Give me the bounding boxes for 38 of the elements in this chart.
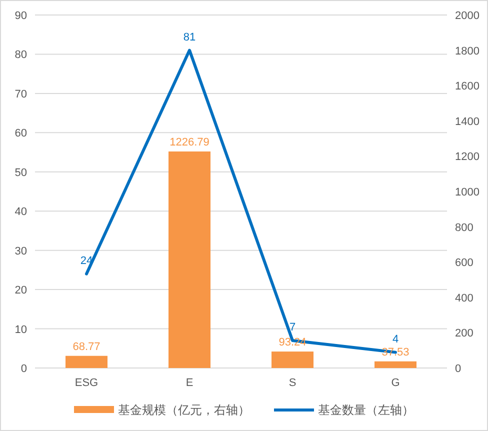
y-tick-label: 80 bbox=[14, 49, 27, 62]
y2-tick-label: 1000 bbox=[455, 186, 480, 198]
y2-tick-label: 200 bbox=[455, 328, 474, 340]
x-tick-label: E bbox=[186, 377, 194, 389]
legend-label: 基金规模（亿元，右轴） bbox=[118, 403, 250, 417]
data-label: 7 bbox=[289, 322, 296, 334]
data-label: 93.24 bbox=[278, 336, 306, 349]
y2-tick-label: 1600 bbox=[455, 80, 480, 93]
y-tick-label: 50 bbox=[14, 166, 27, 179]
data-label: 68.77 bbox=[72, 340, 100, 353]
bar bbox=[168, 151, 210, 368]
bar bbox=[272, 352, 314, 368]
legend-label: 基金数量（左轴） bbox=[318, 403, 414, 417]
data-label: 1226.79 bbox=[170, 136, 210, 148]
y-tick-label: 40 bbox=[14, 206, 27, 218]
bar bbox=[374, 361, 416, 368]
y-tick-label: 60 bbox=[14, 128, 27, 140]
y2-tick-label: 800 bbox=[455, 222, 474, 234]
x-tick-label: G bbox=[391, 377, 400, 389]
data-label: 37.53 bbox=[382, 346, 410, 358]
y-tick-label: 0 bbox=[20, 363, 27, 375]
y-tick-label: 90 bbox=[14, 10, 27, 22]
y2-tick-label: 1800 bbox=[455, 45, 480, 58]
y-tick-label: 10 bbox=[14, 324, 27, 336]
y2-tick-label: 2000 bbox=[455, 10, 480, 22]
y2-tick-label: 1200 bbox=[455, 151, 480, 164]
x-tick-label: S bbox=[288, 377, 296, 389]
y-tick-label: 70 bbox=[14, 88, 27, 100]
y2-tick-label: 1400 bbox=[455, 116, 480, 128]
x-tick-label: ESG bbox=[74, 377, 98, 389]
data-label: 81 bbox=[183, 31, 196, 44]
y2-tick-label: 0 bbox=[455, 363, 462, 375]
y-tick-label: 20 bbox=[14, 284, 27, 297]
y2-tick-label: 400 bbox=[455, 292, 474, 304]
bar bbox=[66, 356, 108, 368]
data-label: 4 bbox=[392, 333, 399, 346]
y2-tick-label: 600 bbox=[455, 257, 474, 270]
y-tick-label: 30 bbox=[14, 245, 27, 258]
